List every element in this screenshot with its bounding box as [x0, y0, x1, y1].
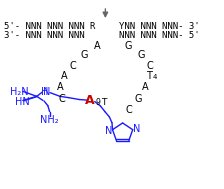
Text: A: A — [142, 82, 149, 92]
Text: N: N — [43, 87, 51, 97]
Text: C: C — [146, 61, 153, 71]
Text: N: N — [133, 124, 140, 134]
Text: YNN NNN NNN- 3': YNN NNN NNN- 3' — [119, 22, 199, 31]
Text: 5'- NNN NNN NNN R: 5'- NNN NNN NNN R — [4, 22, 95, 31]
Text: 9: 9 — [96, 98, 101, 107]
Text: T: T — [101, 98, 106, 107]
Text: 3'- NNN NNN NNN: 3'- NNN NNN NNN — [4, 31, 84, 40]
Text: G: G — [137, 50, 144, 60]
Text: C: C — [125, 105, 132, 115]
Text: C: C — [70, 61, 77, 71]
Text: 4: 4 — [153, 74, 157, 80]
Text: G: G — [81, 50, 88, 60]
Text: H: H — [41, 87, 48, 97]
Text: NH₂: NH₂ — [40, 115, 58, 125]
Text: A: A — [85, 94, 95, 107]
Text: A: A — [57, 82, 63, 92]
Text: C: C — [59, 94, 66, 104]
Text: A: A — [94, 41, 101, 51]
Text: T: T — [146, 71, 151, 81]
Text: A: A — [61, 71, 68, 81]
Text: NNN NNN NNN- 5': NNN NNN NNN- 5' — [119, 31, 199, 40]
Text: HN: HN — [15, 97, 29, 107]
Text: H₂N: H₂N — [10, 87, 29, 97]
Text: G: G — [135, 94, 142, 104]
Text: N: N — [105, 126, 112, 136]
Text: G: G — [125, 41, 132, 51]
